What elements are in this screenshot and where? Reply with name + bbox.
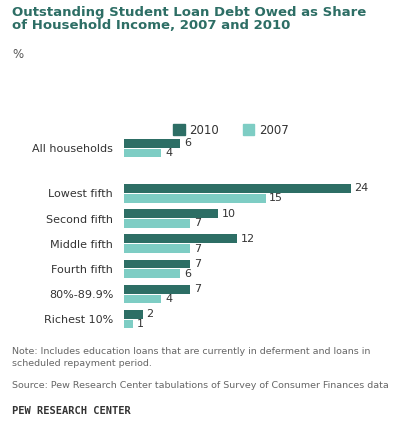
Text: 10: 10: [222, 209, 236, 218]
Text: %: %: [12, 48, 23, 61]
Text: 2: 2: [146, 309, 153, 319]
Bar: [124, 219, 190, 228]
Text: 15: 15: [269, 193, 283, 203]
Text: 1: 1: [137, 319, 144, 329]
Text: 7: 7: [194, 218, 201, 229]
Bar: [124, 310, 143, 319]
Bar: [124, 320, 133, 328]
Bar: [124, 194, 265, 203]
Bar: [124, 234, 237, 243]
Bar: [124, 285, 190, 293]
Text: PEW RESEARCH CENTER: PEW RESEARCH CENTER: [12, 406, 131, 416]
Text: 24: 24: [354, 184, 369, 194]
Text: Source: Pew Research Center tabulations of Survey of Consumer Finances data: Source: Pew Research Center tabulations …: [12, 381, 389, 390]
Bar: [124, 209, 218, 218]
Text: 6: 6: [184, 269, 191, 279]
Text: Outstanding Student Loan Debt Owed as Share: Outstanding Student Loan Debt Owed as Sh…: [12, 6, 367, 19]
Text: Note: Includes education loans that are currently in deferment and loans in
sche: Note: Includes education loans that are …: [12, 347, 371, 368]
Bar: [124, 260, 190, 268]
Text: of Household Income, 2007 and 2010: of Household Income, 2007 and 2010: [12, 19, 291, 32]
Bar: [124, 184, 351, 193]
Text: 12: 12: [241, 234, 255, 244]
Bar: [124, 295, 162, 304]
Bar: [124, 149, 162, 157]
Text: 7: 7: [194, 284, 201, 294]
Text: 6: 6: [184, 138, 191, 148]
Legend: 2010, 2007: 2010, 2007: [173, 124, 289, 137]
Text: 7: 7: [194, 244, 201, 253]
Text: 7: 7: [194, 259, 201, 269]
Bar: [124, 269, 180, 278]
Text: 4: 4: [165, 148, 172, 158]
Text: 4: 4: [165, 294, 172, 304]
Bar: [124, 139, 180, 148]
Bar: [124, 244, 190, 253]
